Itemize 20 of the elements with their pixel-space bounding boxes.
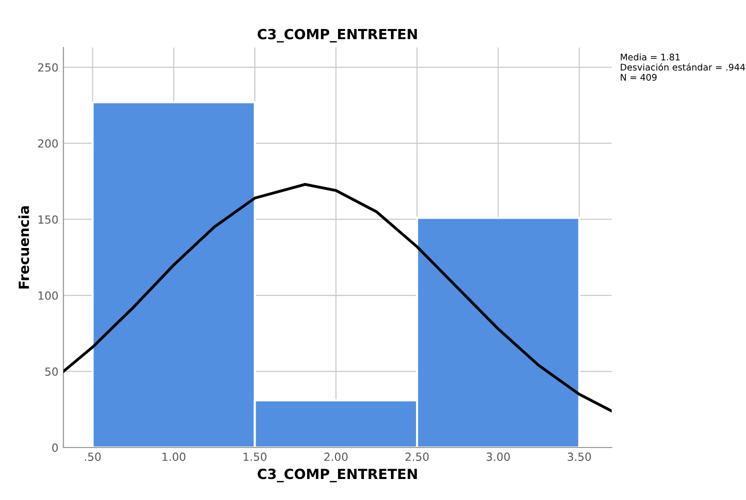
x-axis-title: C3_COMP_ENTRETEN [258, 468, 417, 482]
chart-title: C3_COMP_ENTRETEN [258, 28, 417, 42]
y-tick-label: 200 [38, 139, 58, 148]
y-tick-label: 100 [38, 291, 58, 300]
text: N = 409 [620, 74, 657, 81]
text: Media = 1.81 [620, 54, 680, 60]
y-tick-label: 0 [52, 443, 58, 452]
y-tick-label: 250 [38, 63, 58, 72]
y-tick-label: 50 [45, 367, 58, 376]
x-tick-label: 1.00 [162, 452, 186, 461]
x-tick-label: 3.50 [568, 452, 591, 461]
x-tick-label: 2.50 [406, 452, 429, 461]
y-tick-label: 150 [38, 215, 58, 224]
y-axis-title: Frecuencia [18, 206, 30, 289]
x-tick-label: 2.00 [324, 452, 348, 461]
x-tick-label: 1.50 [244, 452, 266, 461]
text: Desviación estándar = .944 [620, 63, 746, 71]
line-series [63, 182, 612, 412]
x-tick-label: .50 [84, 452, 101, 461]
x-tick-label: 3.00 [486, 452, 510, 461]
